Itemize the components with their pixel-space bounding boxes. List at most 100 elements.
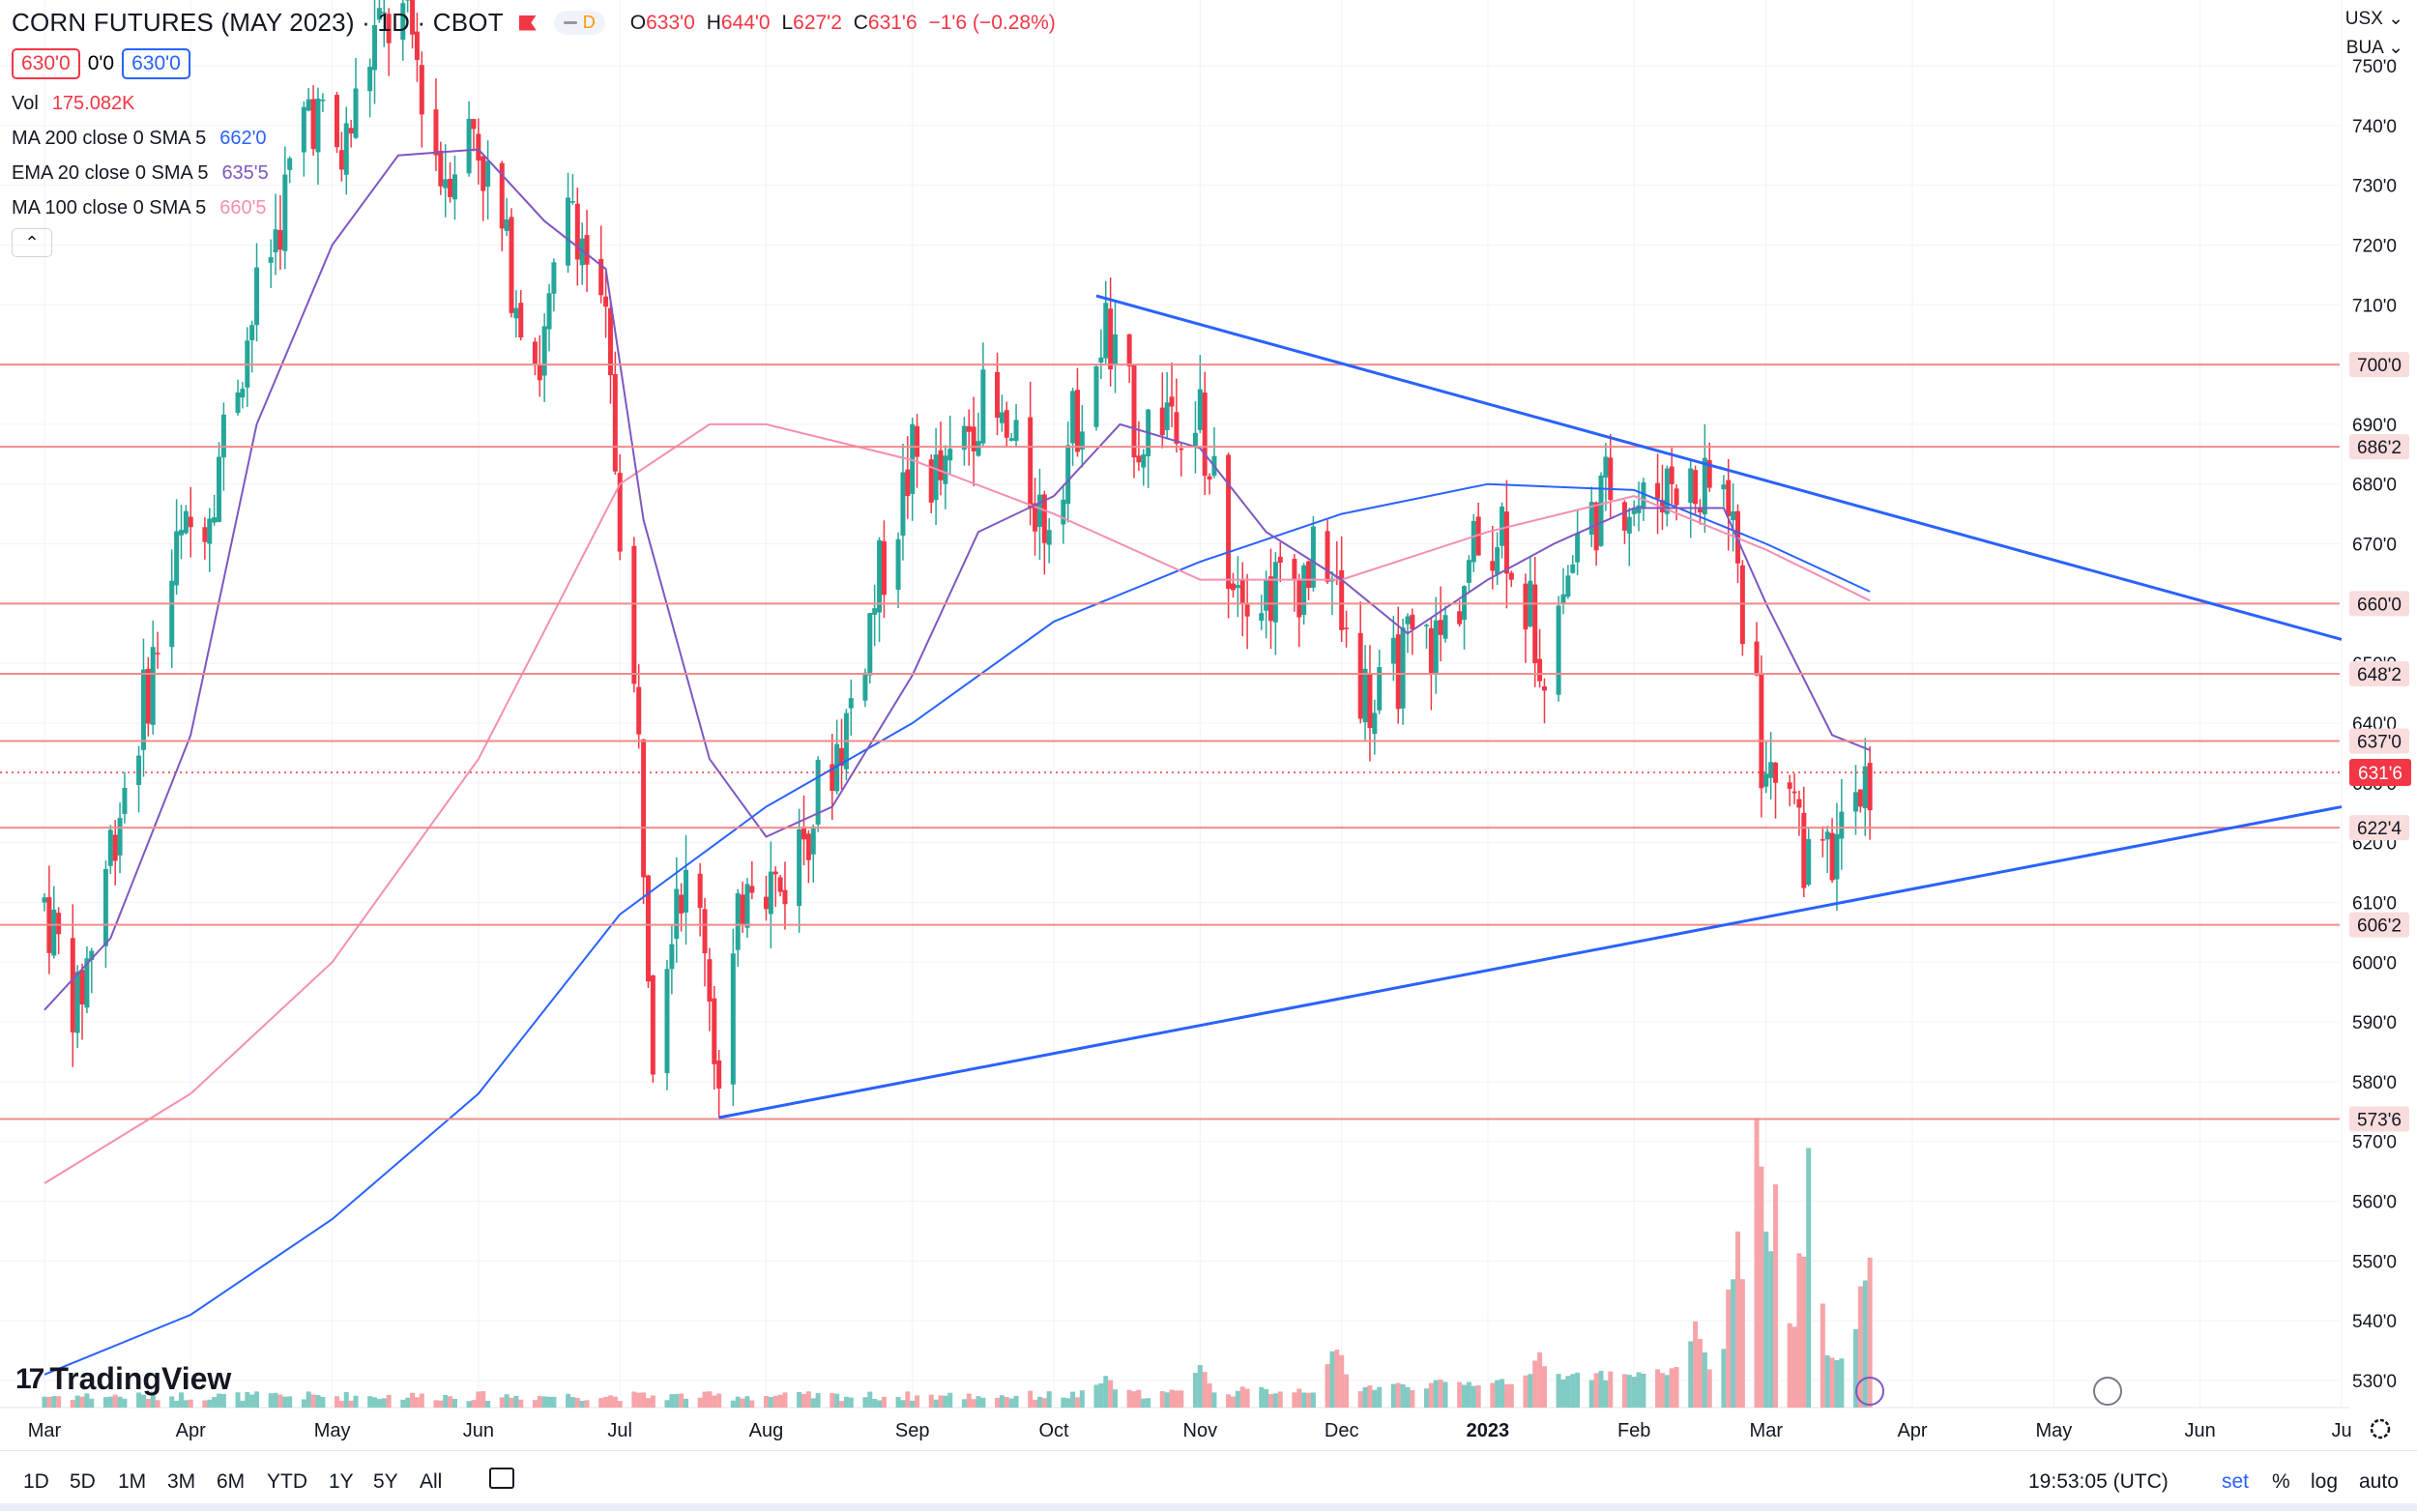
volume-bar (815, 1393, 821, 1408)
candle-body (1197, 389, 1203, 430)
volume-bar (641, 1392, 647, 1408)
volume-bar (1688, 1341, 1694, 1408)
volume-bar (1702, 1352, 1707, 1408)
volume-bar (273, 1392, 278, 1408)
volume-bar (674, 1394, 680, 1408)
timeframe-all[interactable]: All (420, 1470, 443, 1493)
candle-body (1588, 502, 1594, 536)
calendar-icon[interactable] (489, 1468, 514, 1489)
candle-body (1791, 791, 1797, 794)
volume-bar (1462, 1384, 1468, 1408)
timeframe-5y[interactable]: 5Y (373, 1470, 398, 1493)
sell-price-button[interactable]: 630'0 (12, 48, 80, 79)
indicator-ma200[interactable]: MA 200 close 0 SMA 5 662'0 (12, 128, 267, 149)
volume-bar (1272, 1393, 1278, 1408)
collapse-legend-button[interactable]: ⌃ (12, 228, 52, 257)
volume-bar (254, 1391, 260, 1408)
candle-body (1013, 420, 1019, 442)
tradingview-mark-icon: 17 (15, 1362, 44, 1395)
option-percent[interactable]: % (2272, 1470, 2290, 1493)
symbol-title[interactable]: CORN FUTURES (MAY 2023) · 1D · CBOT (12, 8, 504, 37)
candle-body (1834, 833, 1840, 880)
indicator-ma100[interactable]: MA 100 close 0 SMA 5 660'5 (12, 197, 267, 218)
option-set[interactable]: set (2222, 1470, 2250, 1493)
option-auto[interactable]: auto (2359, 1470, 2399, 1493)
settings-gear-icon[interactable] (2370, 1418, 2391, 1439)
volume-bar (372, 1397, 378, 1408)
candle-body (334, 95, 339, 148)
candle-body (273, 229, 278, 252)
timeframe-5d[interactable]: 5D (70, 1470, 96, 1493)
volume-bar (702, 1391, 708, 1408)
timeframe-1y[interactable]: 1Y (329, 1470, 354, 1493)
unit-selector[interactable]: BUA ⌄ (2345, 38, 2403, 58)
timeframe-1d[interactable]: 1D (23, 1470, 49, 1493)
timeframe-3m[interactable]: 3M (167, 1470, 196, 1493)
volume-bar (400, 1399, 406, 1408)
currency-selector[interactable]: USX ⌄ (2344, 9, 2403, 29)
low-value: 627'2 (793, 11, 842, 34)
x-tick-label: Sep (895, 1420, 930, 1441)
open-value: 633'0 (646, 11, 695, 34)
timeframe-ytd[interactable]: YTD (267, 1470, 307, 1493)
session-pill[interactable]: D (553, 11, 605, 35)
x-tick-label: Aug (749, 1420, 784, 1441)
candle-body (150, 647, 156, 725)
option-log[interactable]: log (2311, 1470, 2339, 1493)
volume-bar (1659, 1373, 1665, 1408)
x-tick-label: Oct (1039, 1420, 1070, 1441)
candle-body (1659, 500, 1665, 513)
lightning-icon[interactable] (1855, 1377, 1884, 1406)
volume-bar (1500, 1379, 1505, 1408)
timeframe-6m[interactable]: 6M (217, 1470, 246, 1493)
volume-bar (947, 1392, 953, 1408)
candle-body (509, 217, 514, 313)
candle-body (1857, 789, 1863, 807)
candle-body (815, 759, 821, 825)
volume-bar (1126, 1389, 1132, 1408)
volume-bar (1471, 1385, 1476, 1408)
volume-bar (334, 1396, 339, 1408)
close-value: 631'6 (867, 11, 917, 34)
buy-price-button[interactable]: 630'0 (122, 48, 190, 79)
candle-body (947, 449, 953, 461)
candle-body (664, 969, 670, 1074)
price-chart[interactable]: 530'0 540'0 550'0 560'0 570'0 580'0 590'0 600'0… (0, 0, 2417, 1450)
candle-body (1495, 546, 1500, 574)
candle-body (1292, 559, 1297, 580)
volume-bar (1325, 1364, 1330, 1408)
volume-bar (980, 1397, 986, 1408)
volume-bar (287, 1396, 293, 1408)
volume-bar (684, 1398, 689, 1408)
volume-bar (178, 1392, 184, 1408)
candle-body (768, 871, 773, 915)
level-label: 686'2 (2357, 438, 2402, 458)
trendline[interactable] (718, 805, 2343, 1119)
candle-body (405, 0, 411, 1)
candle-body (372, 25, 378, 71)
volume-bar (1598, 1371, 1604, 1408)
candle-body (178, 530, 184, 536)
volume-bar (1796, 1253, 1802, 1408)
indicator-volume[interactable]: Vol 175.082K (12, 93, 135, 114)
timeframe-1m[interactable]: 1M (118, 1470, 147, 1493)
candle-body (443, 179, 449, 189)
candle-body (1508, 572, 1514, 580)
utc-clock[interactable]: 19:53:05 (UTC) (2028, 1470, 2169, 1493)
candle-body (1556, 605, 1561, 695)
hourglass-icon[interactable] (2093, 1377, 2122, 1406)
indicator-ema20[interactable]: EMA 20 close 0 SMA 5 635'5 (12, 162, 269, 184)
level-label-bg (2349, 591, 2409, 617)
level-label: 606'2 (2357, 916, 2402, 937)
flag-icon[interactable] (518, 15, 537, 31)
candle-body (603, 296, 609, 307)
candle-body (579, 238, 585, 266)
candle-body (1796, 799, 1802, 808)
trendline[interactable] (1095, 294, 2343, 641)
candle-body (1523, 583, 1529, 630)
candle-body (448, 178, 453, 197)
volume-bar (1735, 1231, 1741, 1408)
candle-body (862, 672, 868, 701)
tradingview-logo[interactable]: 17 TradingView (15, 1361, 231, 1397)
volume-bar (1226, 1394, 1232, 1408)
